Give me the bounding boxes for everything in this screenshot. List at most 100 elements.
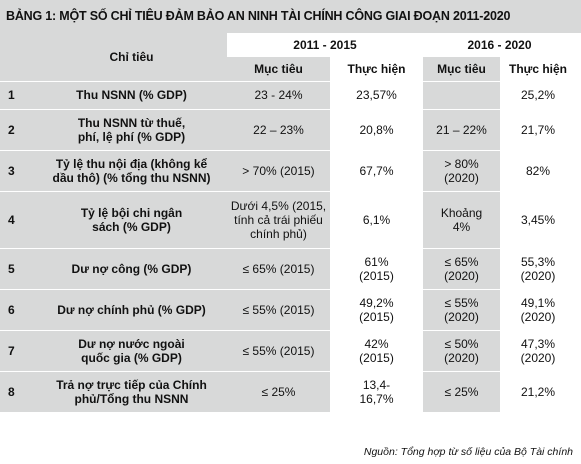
cell-line: 6,1% <box>362 212 391 227</box>
cell-target-2011-2015: > 70% (2015) <box>227 150 330 192</box>
cell-line: ≤ 55% <box>444 295 479 310</box>
cell-line: Tỷ lệ bội chi ngân <box>80 205 183 220</box>
cell-actual-2016-2020: 21,7% <box>500 109 576 151</box>
cell-actual-2011-2015: 67,7% <box>330 150 423 192</box>
cell-actual-2011-2015: 42% (2015) <box>330 330 423 372</box>
cell-line: sách (% GDP) <box>92 219 171 234</box>
cell-line: phí, lệ phí (% GDP) <box>77 129 186 144</box>
cell-target-2016-2020 <box>423 81 500 110</box>
cell-line: ≤ 55% (2015) <box>242 302 315 317</box>
cell-line: Dư nợ chính phủ (% GDP) <box>57 302 206 317</box>
cell-actual-2016-2020: 49,1% (2020) <box>500 289 576 331</box>
cell-line: ≤ 55% (2015) <box>242 343 315 358</box>
header-indicator: Chỉ tiêu <box>36 33 227 82</box>
cell-target-2011-2015: ≤ 55% (2015) <box>227 289 330 331</box>
cell-line: ≤ 25% <box>261 384 296 399</box>
cell-line: 21 – 22% <box>436 122 487 137</box>
header-actual-1: Thực hiện <box>330 57 423 82</box>
cell-line: 49,1% <box>520 295 556 310</box>
cell-line: Thu NSNN (% GDP) <box>76 88 187 102</box>
cell-line: (2020) <box>444 350 479 365</box>
cell-line: 67,7% <box>359 163 394 178</box>
cell-line: ≤ 65% <box>444 254 479 269</box>
cell-target-2016-2020: ≤ 55% (2020) <box>423 289 500 331</box>
table-row: 2 Thu NSNN từ thuế, phí, lệ phí (% GDP) 22 … <box>0 109 576 151</box>
cell-target-2011-2015: 23 - 24% <box>227 81 330 110</box>
cell-line: Trả nợ trực tiếp của Chính <box>56 377 207 392</box>
table-row: 1 Thu NSNN (% GDP) 23 - 24% 23,57% 25,2% <box>0 81 576 110</box>
cell-actual-2011-2015: 23,57% <box>330 81 423 110</box>
cell-line: Dư nợ công (% GDP) <box>71 261 192 276</box>
cell-line: (2015) <box>359 309 394 324</box>
cell-indicator: Dư nợ nước ngoài quốc gia (% GDP) <box>36 330 227 372</box>
table-row: 4 Tỷ lệ bội chi ngân sách (% GDP) Dưới 4,5%… <box>0 191 576 249</box>
cell-target-2016-2020: ≤ 25% <box>423 371 500 413</box>
cell-actual-2011-2015: 49,2% (2015) <box>330 289 423 331</box>
cell-indicator: Dư nợ công (% GDP) <box>36 248 227 290</box>
cell-no: 5 <box>0 248 36 290</box>
header-period-2011-2015: 2011 - 2015 <box>293 38 357 52</box>
cell-target-2016-2020: 21 – 22% <box>423 109 500 151</box>
cell-line: Dưới 4,5% (2015, <box>230 198 327 213</box>
cell-indicator: Trả nợ trực tiếp của Chính phủ/Tổng thu N… <box>36 371 227 413</box>
cell-no: 6 <box>0 289 36 331</box>
cell-line: 23 - 24% <box>254 88 303 102</box>
cell-line: 61% <box>364 254 389 269</box>
cell-line: phủ/Tổng thu NSNN <box>74 391 189 406</box>
cell-line: 49,2% <box>359 295 394 310</box>
cell-line: 13,4- <box>362 377 391 392</box>
cell-line: (2020) <box>520 309 556 324</box>
table-row: 6 Dư nợ chính phủ (% GDP) ≤ 55% (2015) 49,2… <box>0 289 576 331</box>
cell-line: 42% <box>364 336 389 351</box>
cell-line: 4% <box>452 219 471 234</box>
cell-line: ≤ 25% <box>444 384 479 399</box>
cell-actual-2011-2015: 20,8% <box>330 109 423 151</box>
header-no <box>0 33 36 82</box>
cell-line: (2015) <box>359 350 394 365</box>
cell-actual-2016-2020: 21,2% <box>500 371 576 413</box>
header-actual-2: Thực hiện <box>500 57 576 82</box>
cell-target-2016-2020: ≤ 65% (2020) <box>423 248 500 290</box>
header-target-1: Mục tiêu <box>227 57 330 82</box>
cell-line: 82% <box>525 163 551 178</box>
header-row-columns: Mục tiêu Thực hiện Mục tiêu Thực hiện <box>0 57 576 82</box>
cell-no: 7 <box>0 330 36 372</box>
cell-line: Dư nợ nước ngoài <box>78 336 185 351</box>
cell-indicator: Tỷ lệ bội chi ngân sách (% GDP) <box>36 191 227 249</box>
cell-actual-2011-2015: 13,4- 16,7% <box>330 371 423 413</box>
cell-line: (2020) <box>444 170 479 185</box>
table-row: 5 Dư nợ công (% GDP) ≤ 65% (2015) 61% (2015)… <box>0 248 576 290</box>
cell-target-2011-2015: ≤ 65% (2015) <box>227 248 330 290</box>
table-row: 8 Trả nợ trực tiếp của Chính phủ/Tổng thu … <box>0 371 576 413</box>
cell-line: 20,8% <box>359 122 394 137</box>
cell-actual-2016-2020: 47,3% (2020) <box>500 330 576 372</box>
cell-line: (2020) <box>444 309 479 324</box>
cell-no: 1 <box>0 81 36 110</box>
cell-line: tính cả trái phiếu <box>234 212 323 227</box>
cell-line: > 70% (2015) <box>242 163 315 178</box>
cell-line: dầu thô) (% tổng thu NSNN) <box>52 170 211 185</box>
cell-line: 25,2% <box>520 88 556 102</box>
cell-line: > 80% <box>444 156 479 171</box>
cell-indicator: Tỷ lệ thu nội địa (không kể dầu thô) (% t… <box>36 150 227 192</box>
header-period-2016-2020: 2016 - 2020 <box>467 38 532 52</box>
cell-target-2016-2020: ≤ 50% (2020) <box>423 330 500 372</box>
cell-line: ≤ 50% <box>444 336 479 351</box>
header-row-periods: Chỉ tiêu 2011 - 2015 2016 - 2020 <box>0 33 576 82</box>
cell-indicator: Thu NSNN (% GDP) <box>36 81 227 110</box>
table-row: 3 Tỷ lệ thu nội địa (không kể dầu thô) (% … <box>0 150 576 192</box>
cell-line: (2015) <box>359 268 394 283</box>
cell-target-2016-2020: > 80% (2020) <box>423 150 500 192</box>
cell-target-2011-2015: ≤ 55% (2015) <box>227 330 330 372</box>
header-target-2: Mục tiêu <box>423 57 500 82</box>
cell-line: Khoảng <box>440 205 483 220</box>
cell-line: Tỷ lệ thu nội địa (không kể <box>55 156 208 171</box>
cell-indicator: Dư nợ chính phủ (% GDP) <box>36 289 227 331</box>
cell-line: (2020) <box>444 268 479 283</box>
cell-line: chính phủ) <box>250 226 307 241</box>
cell-line: (2020) <box>520 350 556 365</box>
indicator-table: Chỉ tiêu 2011 - 2015 2016 - 2020 Mục tiê… <box>0 33 576 413</box>
cell-no: 3 <box>0 150 36 192</box>
cell-line: 16,7% <box>359 391 394 406</box>
